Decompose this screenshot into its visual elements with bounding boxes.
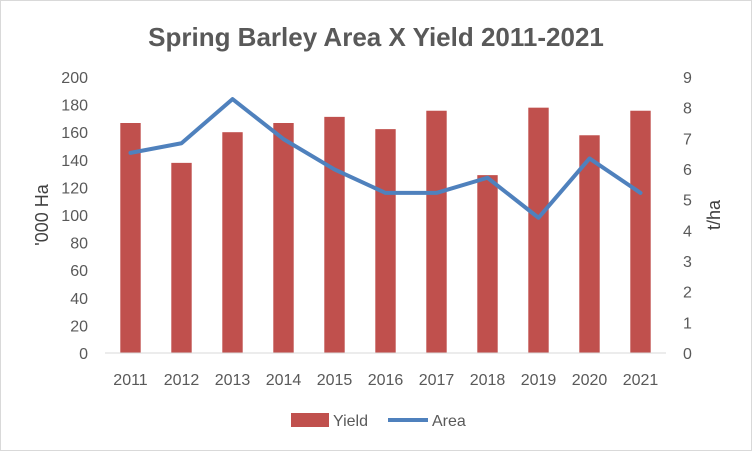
x-tick-label: 2017 <box>419 372 455 389</box>
x-tick-label: 2019 <box>521 372 557 389</box>
left-tick-label: 40 <box>70 291 88 308</box>
legend: Yield Area <box>291 413 466 430</box>
x-tick-label: 2011 <box>113 372 148 389</box>
right-tick-label: 8 <box>683 101 692 118</box>
right-tick-label: 3 <box>683 254 692 271</box>
left-axis-ticks: 0 20 40 60 80 100 120 140 160 180 200 <box>61 70 88 363</box>
left-tick-label: 60 <box>70 263 88 280</box>
area-line-group <box>128 97 643 220</box>
x-tick-label: 2020 <box>572 372 608 389</box>
yield-bars <box>120 107 651 354</box>
x-tick-label: 2018 <box>470 372 506 389</box>
left-axis-title: '000 Ha <box>32 183 52 245</box>
yield-bar <box>528 107 549 354</box>
yield-bar <box>273 123 294 353</box>
x-tick-label: 2013 <box>215 372 251 389</box>
x-tick-label: 2012 <box>164 372 200 389</box>
yield-bar <box>324 116 345 353</box>
left-tick-label: 20 <box>70 318 88 335</box>
yield-bar <box>222 132 243 353</box>
yield-bar <box>579 135 600 353</box>
left-tick-label: 180 <box>61 98 88 115</box>
right-axis-title: t/ha <box>704 199 724 230</box>
legend-area-label: Area <box>432 413 466 430</box>
right-tick-label: 5 <box>683 193 692 210</box>
x-axis-ticks: 2011 2012 2013 2014 2015 2016 2017 2018 2019 2020… <box>113 372 658 389</box>
right-tick-label: 0 <box>683 346 692 363</box>
legend-yield-label: Yield <box>333 413 368 430</box>
yield-bar <box>477 175 498 353</box>
right-tick-label: 7 <box>683 131 692 148</box>
left-tick-label: 160 <box>61 125 88 142</box>
area-line <box>128 97 643 220</box>
right-axis-ticks: 0 1 2 3 4 5 6 7 8 9 <box>683 70 692 363</box>
legend-yield-swatch <box>291 413 329 427</box>
yield-bar <box>375 129 396 353</box>
right-tick-label: 9 <box>683 70 692 87</box>
right-tick-label: 4 <box>683 223 692 240</box>
yield-bar <box>171 162 192 353</box>
x-tick-label: 2016 <box>368 372 404 389</box>
left-tick-label: 100 <box>61 208 88 225</box>
right-tick-label: 6 <box>683 162 692 179</box>
yield-bar <box>120 123 141 353</box>
left-tick-label: 120 <box>61 180 88 197</box>
x-tick-label: 2014 <box>266 372 302 389</box>
right-tick-label: 1 <box>683 315 692 332</box>
left-tick-label: 200 <box>61 70 88 87</box>
left-tick-label: 80 <box>70 236 88 253</box>
x-tick-label: 2021 <box>623 372 659 389</box>
left-tick-label: 140 <box>61 153 88 170</box>
yield-bar <box>630 110 651 353</box>
right-tick-label: 2 <box>683 285 692 302</box>
yield-bar <box>426 110 447 353</box>
chart-title: Spring Barley Area X Yield 2011-2021 <box>148 22 604 52</box>
left-tick-label: 0 <box>79 346 88 363</box>
x-tick-label: 2015 <box>317 372 353 389</box>
